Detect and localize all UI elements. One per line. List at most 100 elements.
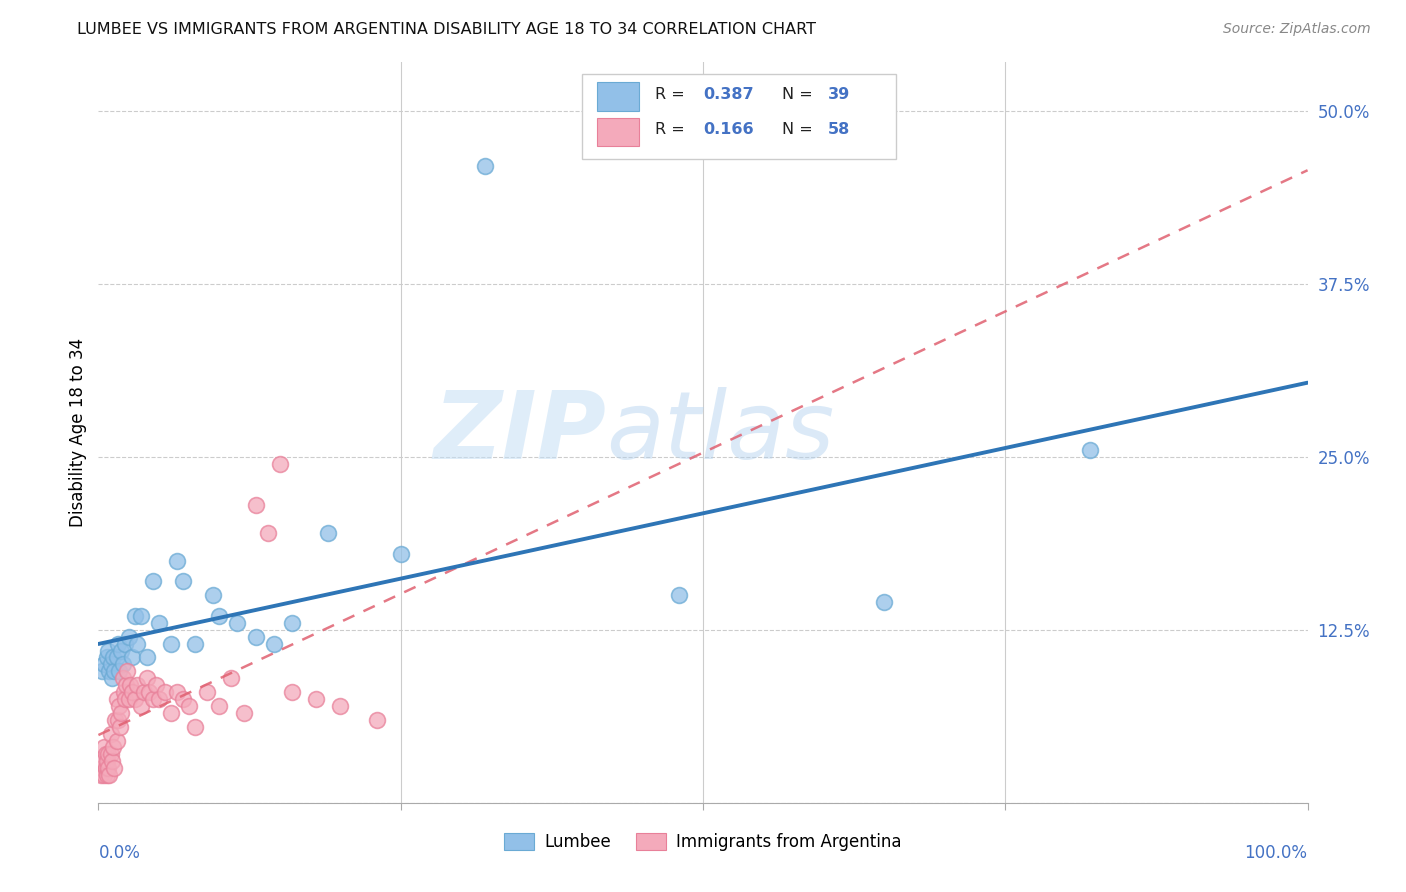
Point xyxy=(94,761,117,775)
Text: N =: N = xyxy=(782,122,817,137)
Point xyxy=(160,706,183,720)
Point xyxy=(100,754,122,768)
Y-axis label: Disability Age 18 to 34: Disability Age 18 to 34 xyxy=(69,338,87,527)
Point xyxy=(245,630,267,644)
Point xyxy=(135,671,157,685)
Text: ZIP: ZIP xyxy=(433,386,606,479)
Bar xyxy=(596,118,638,146)
Text: atlas: atlas xyxy=(606,387,835,478)
Point xyxy=(202,588,225,602)
Point xyxy=(129,698,152,713)
Point xyxy=(195,685,218,699)
Point xyxy=(142,692,165,706)
Point xyxy=(281,615,304,630)
Point xyxy=(474,159,496,173)
Text: 100.0%: 100.0% xyxy=(1244,844,1308,862)
Point xyxy=(118,630,141,644)
Point xyxy=(118,692,141,706)
Point xyxy=(98,665,121,679)
Point xyxy=(100,747,122,762)
Text: LUMBEE VS IMMIGRANTS FROM ARGENTINA DISABILITY AGE 18 TO 34 CORRELATION CHART: LUMBEE VS IMMIGRANTS FROM ARGENTINA DISA… xyxy=(77,22,817,37)
Point xyxy=(226,615,249,630)
Point xyxy=(208,609,231,624)
Point xyxy=(90,768,112,782)
Point xyxy=(98,768,121,782)
Point xyxy=(127,678,149,692)
Legend: Lumbee, Immigrants from Argentina: Lumbee, Immigrants from Argentina xyxy=(498,826,908,857)
Point xyxy=(103,665,125,679)
Point xyxy=(134,685,156,699)
Point xyxy=(96,754,118,768)
Point xyxy=(117,665,139,679)
Point xyxy=(389,547,412,561)
Text: 39: 39 xyxy=(828,87,849,102)
Text: N =: N = xyxy=(782,87,817,102)
Point xyxy=(105,733,128,747)
Point xyxy=(91,754,114,768)
Point xyxy=(110,706,132,720)
Point xyxy=(115,678,138,692)
Point xyxy=(108,698,131,713)
Point xyxy=(124,692,146,706)
Point xyxy=(93,657,115,672)
Point xyxy=(166,554,188,568)
Point xyxy=(94,747,117,762)
Point xyxy=(153,685,176,699)
Point xyxy=(118,678,141,692)
Point xyxy=(96,768,118,782)
Point xyxy=(256,525,278,540)
Point xyxy=(160,637,183,651)
Point xyxy=(103,761,125,775)
Point xyxy=(114,637,136,651)
Point xyxy=(208,698,231,713)
Point xyxy=(269,457,291,471)
Point xyxy=(111,657,134,672)
Point xyxy=(316,525,339,540)
Point xyxy=(1078,442,1101,457)
Point xyxy=(172,692,194,706)
Point xyxy=(107,713,129,727)
Point xyxy=(121,650,143,665)
Point xyxy=(245,498,267,512)
Point xyxy=(100,657,122,672)
Point xyxy=(668,588,690,602)
Point xyxy=(114,692,136,706)
Point xyxy=(112,685,135,699)
Point xyxy=(97,747,120,762)
Text: R =: R = xyxy=(655,122,689,137)
Point xyxy=(221,671,243,685)
Point xyxy=(127,637,149,651)
Point xyxy=(329,698,352,713)
Text: 58: 58 xyxy=(828,122,849,137)
Point xyxy=(107,637,129,651)
Point xyxy=(105,692,128,706)
FancyBboxPatch shape xyxy=(582,73,897,159)
Point xyxy=(305,692,328,706)
Text: 0.387: 0.387 xyxy=(703,87,754,102)
Point xyxy=(263,637,285,651)
Text: 0.166: 0.166 xyxy=(703,122,754,137)
Point xyxy=(100,726,122,740)
Text: R =: R = xyxy=(655,87,689,102)
Point xyxy=(97,643,120,657)
Point xyxy=(873,595,896,609)
Point xyxy=(281,685,304,699)
Point xyxy=(366,713,388,727)
Point xyxy=(148,615,170,630)
Point xyxy=(100,671,122,685)
Bar xyxy=(596,82,638,111)
Point xyxy=(110,643,132,657)
Point xyxy=(172,574,194,589)
Point xyxy=(108,665,131,679)
Point xyxy=(148,692,170,706)
Text: 0.0%: 0.0% xyxy=(98,844,141,862)
Point xyxy=(105,650,128,665)
Point xyxy=(96,650,118,665)
Text: Source: ZipAtlas.com: Source: ZipAtlas.com xyxy=(1223,22,1371,37)
Point xyxy=(97,761,120,775)
Point xyxy=(101,650,124,665)
Point xyxy=(129,609,152,624)
Point xyxy=(145,678,167,692)
Point xyxy=(104,713,127,727)
Point xyxy=(142,574,165,589)
